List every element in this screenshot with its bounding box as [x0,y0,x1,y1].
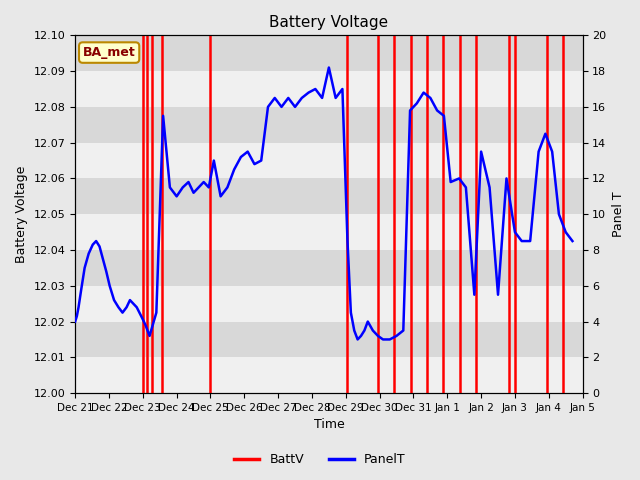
Bar [75,357,582,393]
Bar [75,286,582,322]
Bar [75,214,582,250]
Legend: BattV, PanelT: BattV, PanelT [229,448,411,471]
Bar [75,71,582,107]
Text: BA_met: BA_met [83,46,136,59]
Bar [75,143,582,179]
Y-axis label: Battery Voltage: Battery Voltage [15,166,28,263]
X-axis label: Time: Time [314,419,344,432]
Title: Battery Voltage: Battery Voltage [269,15,388,30]
Y-axis label: Panel T: Panel T [612,192,625,237]
